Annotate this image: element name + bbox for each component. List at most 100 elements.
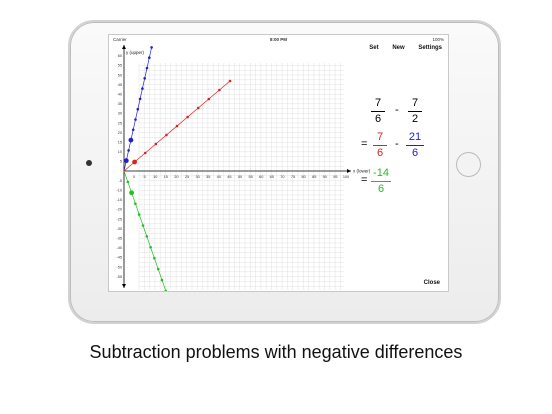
- green-series-point: [137, 213, 141, 216]
- y-tick-label: -5: [119, 179, 122, 183]
- y-axis-arrow-down-icon: [122, 284, 126, 288]
- fraction-b-numerator: 7: [411, 97, 419, 109]
- red-series-point: [207, 97, 211, 101]
- y-tick-label: 10: [118, 150, 122, 154]
- x-tick-label: 40: [217, 175, 221, 179]
- x-tick-label: 70: [280, 175, 284, 179]
- y-tick-label: -45: [117, 256, 123, 260]
- status-bar: Carrier 8:00 PM 100%: [109, 36, 448, 44]
- green-series-point: [156, 267, 160, 271]
- x-tick-label: 60: [259, 175, 263, 179]
- red-series-point: [175, 124, 179, 128]
- fraction-c-denominator: 6: [376, 147, 384, 159]
- fraction-b-denominator: 2: [411, 113, 419, 125]
- equals-sign-1: =: [361, 138, 368, 150]
- x-tick-label: 80: [301, 175, 305, 179]
- y-axis-label: y (upper): [126, 50, 145, 55]
- x-tick-label: 65: [270, 175, 274, 179]
- x-tick-label: 75: [291, 175, 295, 179]
- fraction-d: 21 6: [406, 131, 424, 160]
- camera-icon: [86, 160, 92, 166]
- y-tick-label: -20: [117, 208, 123, 212]
- fraction-graph: y (upper)x (lower)0 5 10 15 20 25 30 35 40 45 50 55…: [117, 45, 371, 291]
- fraction-d-bar: [406, 145, 424, 146]
- y-tick-label: -50: [117, 265, 123, 269]
- fraction-a: 7 6: [371, 97, 385, 126]
- x-tick-label: 55: [248, 175, 252, 179]
- settings-button[interactable]: Settings: [418, 45, 442, 51]
- blue-series-point: [127, 149, 130, 152]
- y-tick-label: -55: [117, 275, 123, 279]
- y-tick-label: 20: [118, 131, 122, 135]
- y-tick-label: 55: [118, 64, 122, 68]
- green-series-point: [149, 246, 152, 249]
- red-series-point: [186, 115, 189, 119]
- home-button[interactable]: [456, 152, 481, 177]
- y-tick-label: 40: [118, 93, 122, 97]
- y-tick-label: -30: [117, 227, 123, 231]
- fraction-a-numerator: 7: [374, 97, 382, 109]
- fraction-a-bar: [371, 111, 385, 112]
- blue-series-point: [145, 66, 149, 70]
- y-tick-label: 35: [118, 102, 122, 106]
- green-series-point: [134, 202, 137, 205]
- set-button[interactable]: Set: [369, 45, 379, 51]
- red-series-point: [196, 106, 200, 110]
- red-series-point: [143, 151, 147, 155]
- result-numerator: -14: [373, 167, 389, 179]
- x-tick-label: 100: [343, 175, 349, 179]
- fraction-c-numerator: 7: [376, 131, 384, 143]
- result-denominator: 6: [377, 183, 385, 195]
- blue-series-point: [128, 137, 134, 143]
- x-tick-label: 85: [312, 175, 316, 179]
- minus-sign: -: [395, 104, 399, 116]
- x-tick-label: 10: [153, 175, 157, 179]
- x-tick-label: 5: [144, 175, 146, 179]
- y-tick-label: 45: [118, 83, 122, 87]
- blue-series-point: [150, 46, 153, 49]
- y-tick-label: -35: [117, 237, 123, 241]
- green-series-point: [126, 180, 130, 184]
- fraction-c: 7 6: [373, 131, 387, 160]
- y-tick-label: 60: [118, 54, 122, 58]
- y-tick-label: 50: [118, 73, 122, 77]
- fraction-d-numerator: 21: [408, 131, 422, 143]
- red-series-point: [132, 159, 137, 165]
- x-tick-label: 50: [238, 175, 242, 179]
- battery-level: 100%: [432, 37, 444, 42]
- red-series-point: [165, 133, 168, 137]
- x-tick-label: 95: [333, 175, 337, 179]
- x-tick-label: 25: [185, 175, 189, 179]
- green-series-point: [145, 235, 149, 238]
- blue-series-point: [123, 158, 129, 164]
- blue-series-point: [141, 87, 144, 90]
- x-tick-label: 30: [195, 175, 199, 179]
- close-button[interactable]: Close: [423, 280, 440, 286]
- clock: 8:00 PM: [269, 37, 287, 42]
- blue-series-point: [134, 118, 137, 121]
- app-screen: Carrier 8:00 PM 100% Set New Settings y …: [108, 34, 449, 292]
- green-series-point: [129, 190, 134, 196]
- x-tick-label: 0: [133, 175, 135, 179]
- x-axis-arrow-icon: [347, 169, 351, 173]
- equals-sign-2: =: [361, 174, 368, 186]
- fraction-d-denominator: 6: [411, 147, 419, 159]
- blue-series-point: [136, 107, 140, 111]
- red-series-point: [228, 79, 232, 83]
- fraction-b-bar: [408, 111, 422, 112]
- green-series-point: [164, 289, 168, 291]
- green-series-point: [141, 224, 145, 227]
- blue-series-point: [143, 77, 146, 80]
- y-tick-label: -40: [117, 246, 123, 250]
- new-button[interactable]: New: [392, 45, 405, 51]
- y-tick-label: -15: [117, 198, 123, 202]
- y-axis-arrow-up-icon: [122, 45, 126, 49]
- fraction-a-denominator: 6: [374, 113, 382, 125]
- y-tick-label: 15: [118, 141, 122, 145]
- result-bar: [371, 181, 391, 182]
- red-series-point: [218, 88, 221, 92]
- y-tick-label: 25: [118, 121, 122, 125]
- y-tick-label: -10: [117, 189, 123, 193]
- green-series-line: [123, 170, 167, 291]
- y-tick-label: -25: [117, 217, 123, 221]
